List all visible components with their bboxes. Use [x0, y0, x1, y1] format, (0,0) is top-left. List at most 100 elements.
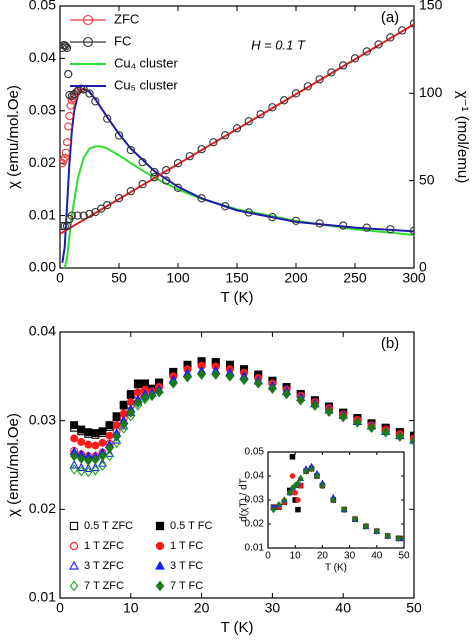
marker	[308, 465, 315, 473]
marker	[341, 505, 348, 514]
y-axis-label: d(χT) / dT	[239, 478, 250, 522]
marker	[162, 166, 171, 175]
y-tick-label: 0.03	[29, 102, 56, 118]
marker	[289, 473, 296, 479]
marker	[70, 421, 79, 430]
y-tick-label: 0.04	[29, 49, 56, 65]
marker	[209, 138, 218, 147]
marker	[98, 438, 107, 447]
legend-entry: 0.5 T ZFC	[69, 520, 133, 532]
marker	[363, 522, 369, 531]
y-tick-label: 0.05	[29, 0, 56, 13]
marker	[62, 43, 72, 53]
chart-panel: 0 10 20 30 40 50 0.01 0.02 0.03 0.04 T (K) χ (emu/m…	[5, 323, 422, 636]
y-tick-label: 0.01	[245, 543, 265, 554]
series-line	[60, 23, 414, 235]
marker	[62, 138, 72, 147]
marker	[104, 448, 115, 457]
marker	[84, 428, 93, 437]
marker	[150, 173, 159, 182]
marker	[409, 19, 414, 28]
marker	[98, 460, 107, 472]
marker	[65, 111, 74, 121]
marker	[286, 489, 293, 497]
x-tick-label: 50	[406, 600, 422, 616]
marker	[350, 54, 360, 63]
marker	[85, 209, 94, 219]
marker	[409, 435, 414, 447]
legend-entry: 7 T ZFC	[69, 580, 124, 592]
y-axis-label: χ (emu/mol.Oe)	[5, 413, 22, 517]
marker	[225, 371, 235, 382]
legend-entry: ZFC	[70, 11, 139, 26]
marker	[126, 145, 135, 155]
marker	[381, 427, 390, 438]
legend-label: ZFC	[114, 11, 139, 26]
y-tick-label: 0.02	[29, 154, 56, 170]
marker	[319, 481, 326, 490]
marker	[97, 458, 108, 467]
marker	[315, 75, 324, 84]
legend-marker	[69, 521, 79, 531]
marker	[244, 117, 253, 126]
marker	[401, 534, 404, 543]
marker	[310, 400, 319, 411]
marker	[183, 372, 192, 383]
legend-entry: Cu₄ cluster	[70, 55, 178, 70]
legend-marker	[82, 14, 94, 26]
marker	[70, 434, 79, 443]
x-tick-label: 0	[56, 600, 64, 616]
x-tick-label: 10	[290, 551, 302, 562]
y-axis-label: χ (emu/mol.Oe)	[5, 85, 22, 189]
plot-area	[60, 19, 414, 268]
marker	[291, 216, 301, 225]
marker	[197, 369, 206, 380]
marker	[275, 501, 282, 509]
marker	[147, 390, 157, 401]
marker	[295, 479, 301, 487]
marker	[169, 378, 178, 389]
marker	[315, 219, 324, 228]
marker	[83, 463, 93, 472]
plot-area	[69, 357, 414, 478]
x-tick-label: 30	[344, 551, 356, 562]
legend-entry: 3 T FC	[155, 560, 203, 572]
marker	[197, 145, 206, 154]
marker	[97, 204, 106, 213]
marker	[91, 441, 100, 450]
marker	[324, 406, 334, 417]
marker	[103, 200, 112, 210]
marker	[85, 89, 94, 98]
marker	[239, 374, 249, 386]
marker	[126, 407, 135, 418]
marker	[150, 167, 159, 177]
legend-label: 0.5 T ZFC	[84, 520, 133, 532]
legend-label: 0.5 T FC	[170, 520, 212, 532]
legend-marker	[69, 580, 79, 592]
x-tick-label: 20	[317, 551, 329, 562]
marker	[339, 221, 348, 230]
marker	[61, 148, 71, 157]
marker	[140, 392, 150, 403]
marker	[373, 527, 380, 535]
marker	[105, 451, 114, 462]
x-tick-label: 250	[343, 270, 367, 286]
marker	[119, 423, 128, 434]
x-tick-label: 40	[371, 551, 383, 562]
chart-panel: 0 50 100 150 200 250 300 0.00 0.01 0.02 0.03 0.04 0.…	[5, 0, 471, 306]
marker	[330, 496, 337, 504]
x-tick-label: 10	[123, 600, 139, 616]
marker	[173, 159, 183, 168]
marker	[60, 41, 69, 50]
marker	[221, 202, 230, 211]
marker	[289, 454, 296, 460]
marker	[67, 211, 76, 220]
marker	[339, 61, 348, 70]
marker	[84, 455, 93, 466]
y-tick-label: 0.01	[29, 206, 56, 222]
x-tick-label: 50	[398, 551, 410, 562]
marker	[297, 474, 304, 483]
marker	[155, 387, 164, 398]
marker	[268, 383, 277, 394]
marker	[395, 534, 402, 543]
